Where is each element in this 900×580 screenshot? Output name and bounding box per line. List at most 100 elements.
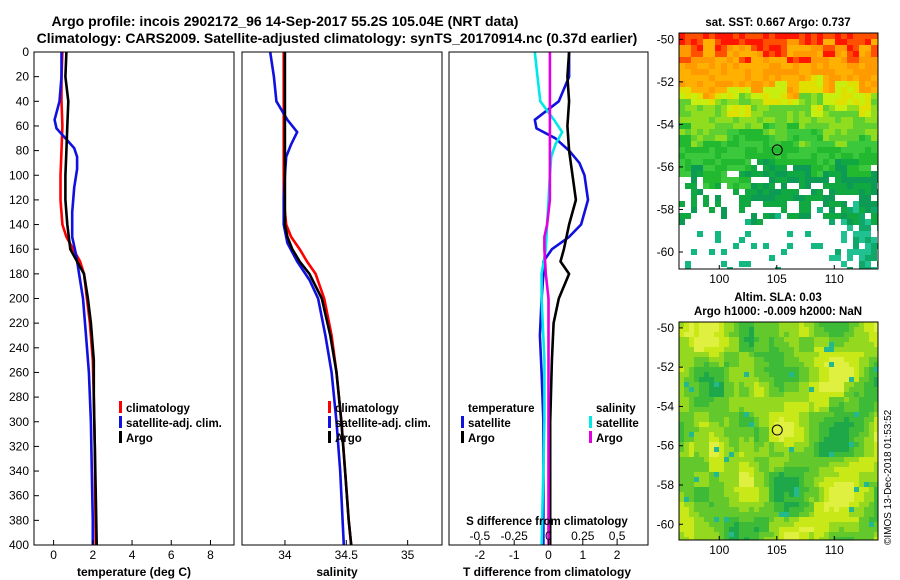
sst-cell xyxy=(829,147,835,153)
sla-cell xyxy=(794,492,799,497)
sst-cell xyxy=(751,213,757,219)
sla-cell xyxy=(754,432,759,437)
sla-cell xyxy=(854,412,859,417)
sst-cell xyxy=(691,135,697,141)
sst-cell xyxy=(841,75,847,81)
sla-cell xyxy=(864,387,869,392)
sst-cell xyxy=(697,231,703,237)
sst-cell xyxy=(847,159,853,165)
sst-cell xyxy=(739,105,745,111)
sla-cell xyxy=(774,517,779,522)
sla-cell xyxy=(684,442,689,447)
sst-cell xyxy=(751,129,757,135)
sla-cell xyxy=(864,372,869,377)
sst-cell xyxy=(721,75,727,81)
sst-cell xyxy=(787,81,793,87)
sla-cell xyxy=(759,537,764,540)
sla-cell xyxy=(719,417,724,422)
sla-cell xyxy=(689,417,694,422)
sla-cell xyxy=(874,452,878,457)
sla-cell xyxy=(764,407,769,412)
sla-cell xyxy=(794,467,799,472)
salinity-series-group xyxy=(268,52,353,545)
sst-cell xyxy=(757,87,763,93)
sla-cell xyxy=(764,447,769,452)
sla-cell xyxy=(789,352,794,357)
sst-cell xyxy=(745,81,751,87)
sst-cell xyxy=(775,33,781,39)
sla-cell xyxy=(684,437,689,442)
sla-cell xyxy=(844,377,849,382)
sst-cell xyxy=(871,249,877,255)
sla-cell xyxy=(709,382,714,387)
sla-cell xyxy=(784,382,789,387)
legend-title-salinity: salinity xyxy=(596,403,636,415)
sst-cell xyxy=(847,165,853,171)
sst-cell xyxy=(739,39,745,45)
sst-cell xyxy=(775,45,781,51)
sla-cell xyxy=(699,532,704,537)
x-tick-label: -2 xyxy=(475,548,486,562)
sla-cell xyxy=(699,382,704,387)
sla-cell xyxy=(739,387,744,392)
sla-cell xyxy=(764,537,769,540)
sla-cell xyxy=(749,527,754,532)
sla-cell xyxy=(874,367,878,372)
sla-cell xyxy=(764,472,769,477)
sla-cell xyxy=(859,407,864,412)
sst-cell xyxy=(811,165,817,171)
sla-cell xyxy=(824,537,829,540)
sla-cell xyxy=(784,537,789,540)
sla-cell xyxy=(789,322,794,327)
sla-cell xyxy=(844,512,849,517)
sla-cell xyxy=(854,397,859,402)
sla-cell xyxy=(684,347,689,352)
sla-cell xyxy=(769,397,774,402)
sst-cell xyxy=(715,69,721,75)
sst-cell xyxy=(775,111,781,117)
sst-cell xyxy=(811,135,817,141)
sla-cell xyxy=(744,472,749,477)
sla-cell xyxy=(759,367,764,372)
sla-cell xyxy=(769,362,774,367)
sst-cell xyxy=(733,81,739,87)
sst-cell xyxy=(727,147,733,153)
sla-cell xyxy=(759,482,764,487)
sla-cell xyxy=(844,452,849,457)
sla-cell xyxy=(704,437,709,442)
sla-cell xyxy=(749,422,754,427)
sla-cell xyxy=(829,427,834,432)
sla-cell xyxy=(724,482,729,487)
sst-cell xyxy=(823,201,829,207)
sla-cell xyxy=(729,447,734,452)
sst-cell xyxy=(697,141,703,147)
sst-cell xyxy=(757,51,763,57)
argo-location-marker xyxy=(771,144,783,156)
sst-cell xyxy=(745,57,751,63)
sla-cell xyxy=(804,407,809,412)
sst-cell xyxy=(715,153,721,159)
sst-cell xyxy=(805,153,811,159)
sla-cell xyxy=(699,322,704,327)
sla-cell xyxy=(744,427,749,432)
sla-cell xyxy=(804,372,809,377)
sst-cell xyxy=(757,147,763,153)
sla-cell xyxy=(794,482,799,487)
sla-cell xyxy=(834,342,839,347)
sst-cell xyxy=(811,129,817,135)
sst-cell xyxy=(685,57,691,63)
sla-cell xyxy=(724,442,729,447)
sla-cell xyxy=(744,337,749,342)
sla-cell xyxy=(684,462,689,467)
sla-cell xyxy=(794,537,799,540)
sla-cell xyxy=(824,492,829,497)
sla-cell xyxy=(779,507,784,512)
sst-cell xyxy=(733,87,739,93)
sla-cell xyxy=(709,482,714,487)
sst-cell xyxy=(799,147,805,153)
sla-cell xyxy=(749,322,754,327)
sla-cell xyxy=(854,467,859,472)
sst-cell xyxy=(817,45,823,51)
sla-cell xyxy=(854,362,859,367)
sla-cell xyxy=(834,392,839,397)
